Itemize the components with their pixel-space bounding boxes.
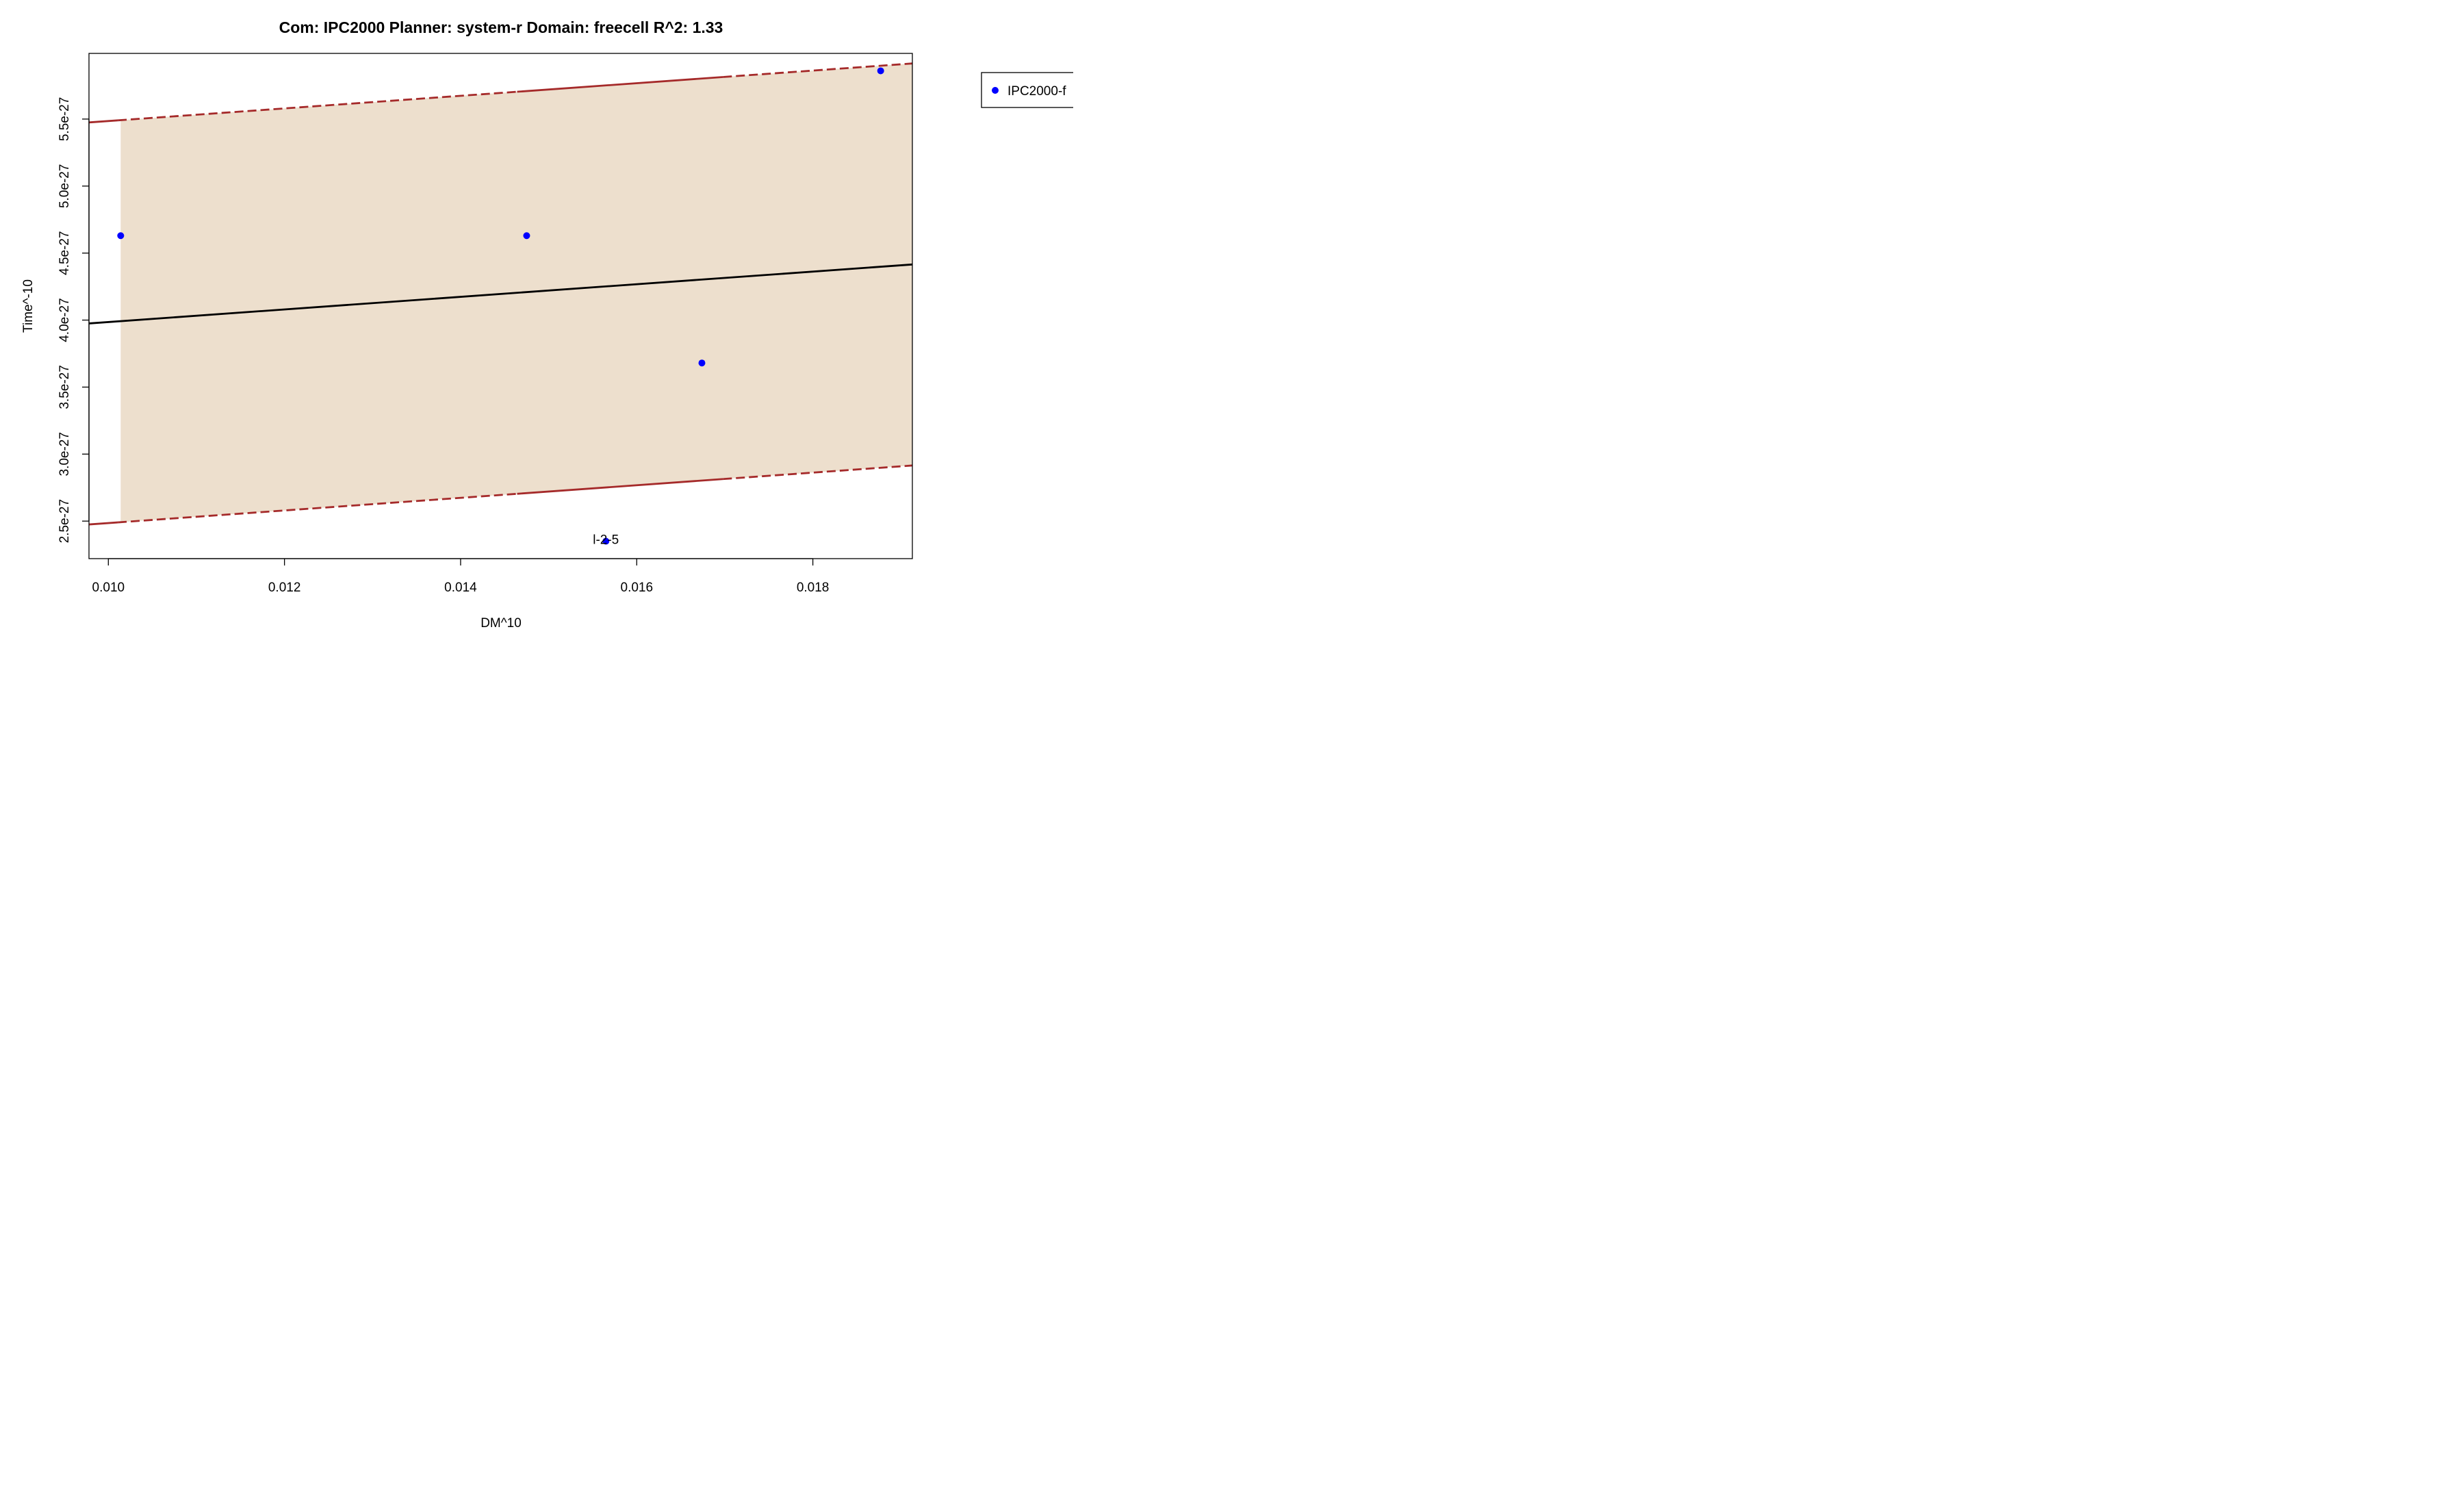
y-axis-label: Time^-10 — [21, 279, 36, 333]
data-point-2 — [602, 537, 610, 545]
y-tick-label-0: 2.5e-27 — [57, 499, 72, 543]
y-tick-label-3: 4.0e-27 — [57, 298, 72, 342]
legend-label: IPC2000-f — [1008, 84, 1066, 99]
y-tick-label-6: 5.5e-27 — [57, 97, 72, 141]
x-axis-label: DM^10 — [480, 616, 522, 631]
x-tick-label-3: 0.016 — [621, 581, 654, 595]
upper-band-line-segment-3 — [723, 62, 913, 78]
upper-band-line-segment-1 — [118, 90, 517, 122]
data-point-1 — [523, 232, 530, 240]
x-tick-label-1: 0.012 — [268, 581, 301, 595]
x-tick-label-0: 0.010 — [92, 581, 125, 595]
y-axis: 2.5e-27 3.0e-27 3.5e-27 4.0e-27 4.5e-27 5.0e-… — [57, 97, 90, 543]
y-tick-label-2: 3.5e-27 — [57, 365, 72, 409]
data-point-3 — [698, 359, 706, 367]
point-label-2: l-2-5 — [593, 533, 619, 548]
x-tick-label-2: 0.014 — [444, 581, 477, 595]
legend: IPC2000-f — [981, 72, 1073, 108]
upper-band-line-segment-2 — [517, 76, 723, 93]
data-point-4 — [877, 67, 884, 75]
chart-title: Com: IPC2000 Planner: system-r Domain: f… — [279, 18, 723, 36]
lower-band-line-segment-3 — [723, 464, 913, 481]
y-tick-label-1: 3.0e-27 — [57, 432, 72, 476]
regression-line — [88, 263, 913, 324]
y-tick-label-5: 5.0e-27 — [57, 164, 72, 208]
x-axis: 0.010 0.012 0.014 0.016 0.018 — [92, 558, 830, 595]
legend-marker — [992, 87, 999, 94]
plot-layer: l-2-5 — [88, 62, 913, 548]
scatter-chart: Com: IPC2000 Planner: system-r Domain: f… — [21, 18, 1073, 631]
upper-band-line-segment-0 — [88, 119, 118, 124]
y-tick-label-4: 4.5e-27 — [57, 231, 72, 275]
lower-band-line-segment-0 — [88, 521, 118, 526]
lower-band-line-segment-2 — [517, 478, 723, 495]
data-point-0 — [117, 232, 125, 240]
lower-band-line-segment-1 — [118, 492, 517, 524]
x-tick-label-4: 0.018 — [797, 581, 830, 595]
